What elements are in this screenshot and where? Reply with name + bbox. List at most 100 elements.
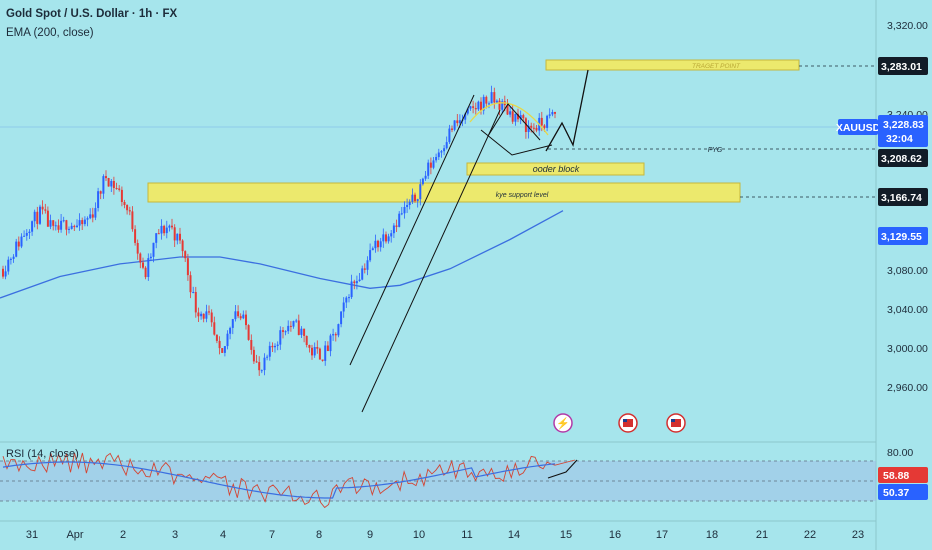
candle-body: [554, 112, 556, 114]
candle-body: [86, 218, 89, 220]
candle-body: [498, 100, 501, 110]
candle-body: [12, 256, 15, 259]
rsi-tag: [878, 484, 928, 500]
candle-body: [456, 120, 459, 124]
candle-body: [276, 344, 279, 346]
candle-body: [511, 111, 514, 122]
candle-body: [73, 225, 76, 228]
candle-body: [282, 330, 284, 332]
candle-body: [308, 345, 311, 348]
candle-body: [371, 248, 374, 251]
time-tick-label: Apr: [66, 529, 83, 541]
rsi-tag-label: 50.37: [883, 487, 909, 499]
candle-body: [546, 115, 549, 128]
time-tick-label: 21: [756, 529, 768, 541]
candle-body: [60, 220, 63, 230]
candle-body: [466, 108, 469, 114]
candle-body: [136, 243, 139, 254]
candle-body: [445, 142, 448, 149]
candle-body: [482, 96, 485, 111]
candle-body: [231, 319, 234, 328]
candle-body: [416, 199, 419, 202]
candle-body: [551, 112, 554, 115]
candle-body: [112, 181, 115, 188]
candle-body: [94, 208, 97, 218]
candle-body: [255, 361, 258, 363]
candle-body: [147, 258, 150, 277]
candle-body: [406, 205, 409, 207]
candle-body: [197, 312, 200, 317]
price-tag-label: 3,283.01: [881, 61, 922, 73]
flag-stripes: [623, 419, 633, 427]
candle-body: [152, 242, 155, 257]
candle-body: [250, 340, 253, 350]
candle-body: [535, 127, 538, 131]
candle-body: [189, 275, 192, 293]
candle-body: [118, 188, 121, 190]
chart-title: Gold Spot / U.S. Dollar · 1h · FX: [6, 8, 178, 20]
candle-body: [271, 345, 274, 348]
candle-body: [392, 225, 395, 234]
channel-lower-line: [361, 109, 501, 413]
candle-body: [287, 325, 290, 332]
candle-body: [245, 314, 247, 326]
candle-body: [239, 316, 242, 319]
candle-body: [52, 220, 55, 226]
us-flag-icon: [618, 413, 638, 433]
candle-body: [411, 194, 414, 202]
symbol-tag: [838, 119, 878, 135]
rsi-projection: [547, 459, 578, 479]
candle-body: [33, 211, 36, 222]
candle-body: [527, 125, 530, 132]
time-tick-label: 8: [316, 529, 322, 541]
candle-body: [205, 311, 208, 319]
candle-body: [453, 120, 456, 130]
candle-body: [221, 348, 224, 353]
candle-body: [226, 333, 229, 347]
candle-body: [213, 322, 216, 335]
candle-body: [448, 128, 451, 143]
candle-body: [4, 271, 7, 277]
candle-body: [28, 231, 31, 233]
candle-body: [305, 335, 308, 345]
candle-body: [345, 297, 348, 303]
price-tick-label: 3,320.00: [887, 20, 928, 32]
candle-body: [97, 191, 100, 208]
candle-body: [427, 162, 430, 176]
candle-body: [300, 328, 303, 335]
candle-body: [202, 313, 205, 319]
price-tag: [878, 57, 928, 75]
rsi-tag-label: 58.88: [883, 470, 909, 482]
candle-body: [501, 101, 504, 110]
candle-body: [120, 189, 123, 202]
candle-body: [83, 219, 86, 225]
time-tick-label: 10: [413, 529, 425, 541]
candle-body: [488, 103, 490, 105]
candle-body: [62, 220, 65, 222]
candle-body: [105, 176, 107, 179]
time-tick-label: 15: [560, 529, 572, 541]
candle-body: [78, 220, 81, 226]
candle-body: [134, 229, 137, 243]
candle-body: [274, 345, 276, 348]
time-tick-label: 2: [120, 529, 126, 541]
candle-body: [353, 281, 356, 284]
candle-body: [522, 115, 525, 119]
candle-body: [36, 211, 39, 224]
candle-body: [419, 184, 422, 200]
candle-body: [99, 191, 102, 194]
rsi-legend[interactable]: RSI (14, close): [6, 448, 79, 460]
time-tick-label: 23: [852, 529, 864, 541]
candle-body: [155, 233, 158, 243]
candle-body: [149, 256, 152, 259]
candle-body: [342, 302, 345, 312]
rsi-ma-line: [2, 461, 556, 499]
candle-body: [443, 148, 446, 152]
candle-body: [15, 241, 18, 257]
ema-legend[interactable]: EMA (200, close): [6, 27, 94, 39]
candle-body: [437, 152, 440, 158]
candle-body: [115, 188, 118, 189]
candle-body: [429, 162, 432, 168]
